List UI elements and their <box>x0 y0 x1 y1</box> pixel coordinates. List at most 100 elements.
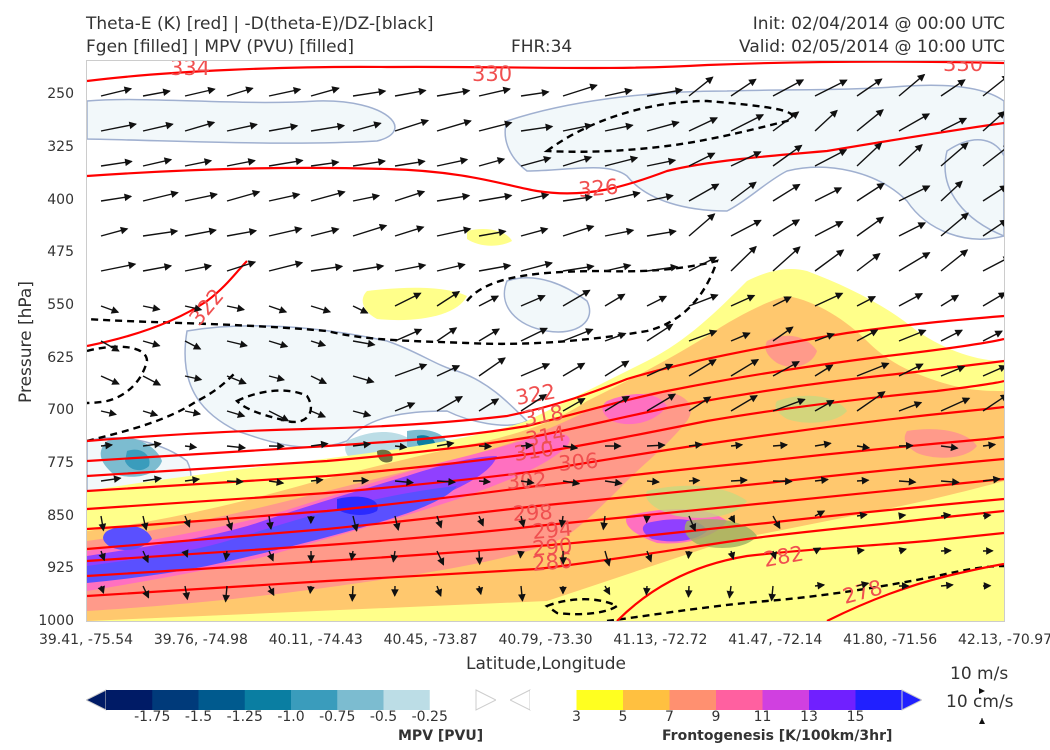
wind-vector-head <box>826 332 835 340</box>
y-tick-label: 925 <box>47 560 74 577</box>
wind-vector-head <box>307 586 315 595</box>
wind-vector-head <box>113 475 122 483</box>
wind-vector-head <box>537 294 546 302</box>
wind-vector-head <box>600 522 608 531</box>
wind-vector-head <box>584 193 593 202</box>
wind-vector-head <box>589 83 598 91</box>
wind-vector-head <box>267 587 275 597</box>
forecast-hour: FHR:34 <box>511 37 573 57</box>
wind-vector-head <box>413 292 422 300</box>
wind-vector-head <box>986 547 994 555</box>
chart-title-line2: Fgen [filled] | MPV (PVU) [filled] <box>86 37 355 57</box>
wind-vector-head <box>708 359 717 367</box>
wind-vector-head <box>446 440 455 448</box>
wind-vector-head <box>585 328 594 336</box>
wind-vector-head <box>950 443 959 452</box>
wind-vector-head <box>181 549 189 558</box>
y-tick-label: 1000 <box>38 613 74 629</box>
x-tick-label: 39.76, -74.98 <box>153 632 248 648</box>
wind-vector-head <box>918 329 927 337</box>
cross-section-plot: 334 330 326 322 318 314 310 306 302 298 294 290 286 2… <box>86 60 1005 622</box>
colorbar-swatch <box>716 690 763 710</box>
wind-vector-head <box>331 159 340 167</box>
mpv-colorbar-title: MPV [PVU] <box>398 728 484 744</box>
colorbar-swatch <box>762 690 810 710</box>
wind-vector-head <box>124 158 133 167</box>
wind-vector-head <box>689 523 697 532</box>
wind-vector-head <box>839 79 848 87</box>
wind-vector-head <box>437 557 445 566</box>
mpv-colorbar-tick: -1.75 <box>134 709 171 725</box>
wind-vector-head <box>154 475 163 484</box>
wind-vector-head <box>824 364 834 372</box>
wind-vector-head <box>363 440 372 449</box>
wind-vector-head <box>206 120 216 128</box>
wind-vector-head <box>992 475 1001 484</box>
wind-vector-head <box>794 144 803 153</box>
wind-vector-head <box>755 114 765 122</box>
mpv-colorbar-tick: -0.25 <box>411 709 448 725</box>
wind-vector-head <box>626 227 635 236</box>
wind-vector-head <box>434 588 443 597</box>
wind-vector-head <box>945 581 954 590</box>
wind-vector-head <box>307 555 315 563</box>
wind-vector-head <box>727 551 736 560</box>
wind-vector-head <box>950 294 960 303</box>
wind-vector <box>982 148 1004 167</box>
wind-vector-head <box>812 547 822 555</box>
wind-vector-head <box>748 78 757 87</box>
theta-e-label: 302 <box>506 468 547 494</box>
wind-vector-head <box>838 149 848 157</box>
wind-vector-head <box>448 477 457 486</box>
colorbar-swatch <box>623 690 670 710</box>
x-tick-label: 40.45, -73.87 <box>383 632 478 648</box>
wind-vectors <box>97 73 1004 603</box>
wind-vector-head <box>248 228 258 236</box>
wind-vector-head <box>105 441 114 450</box>
wind-vector-head <box>671 120 680 128</box>
wind-vector-head <box>577 398 586 406</box>
wind-vector-head <box>539 327 548 335</box>
wind-vector-head <box>128 261 137 270</box>
wind-vector-head <box>875 216 885 225</box>
fgen-colorbar-tick: 13 <box>800 709 818 725</box>
y-tick-label: 775 <box>47 454 74 471</box>
wind-vector-head <box>823 440 832 449</box>
wind-vector-head <box>393 522 401 531</box>
wind-vector-head <box>209 191 218 200</box>
wind-vector-head <box>816 510 826 518</box>
wind-vector-head <box>399 442 408 451</box>
wind-vector-head <box>665 323 674 332</box>
wind-vector-head <box>710 293 719 301</box>
wind-vector-head <box>872 253 881 261</box>
x-tick-label: 41.13, -72.72 <box>613 632 708 648</box>
wind-vector-head <box>462 192 471 201</box>
wind-vector-head <box>999 219 1004 227</box>
colorbar-swatch <box>198 690 246 710</box>
wind-vector-head <box>643 587 651 596</box>
wind-vector-head <box>149 409 159 418</box>
theta-e-label: 306 <box>557 449 599 476</box>
theta-e-label: 334 <box>170 61 210 80</box>
wind-vector-head <box>153 440 162 449</box>
wind-vector-head <box>702 396 712 404</box>
wind-vector-head <box>998 365 1004 373</box>
wind-vector-head <box>123 86 133 94</box>
wind-vector-head <box>791 361 800 369</box>
wind-vector-head <box>267 553 275 562</box>
wind-vector-head <box>657 441 666 450</box>
wind-vector-head <box>917 222 927 230</box>
colorbar-swatch <box>429 690 477 710</box>
wind-vector-head <box>315 476 324 485</box>
wind-vector-head <box>163 263 173 271</box>
wind-vector-head <box>749 395 758 403</box>
wind-vector-head <box>898 512 907 520</box>
wind-vector-head <box>152 378 162 386</box>
wind-vector-head <box>861 476 870 485</box>
x-tick-label: 39.41, -75.54 <box>38 632 134 648</box>
wind-vector-head <box>192 476 201 484</box>
mpv-colorbar-tick: -0.5 <box>369 709 398 725</box>
wind-vector-head <box>914 293 924 301</box>
y-tick-label: 250 <box>47 86 74 103</box>
wind-vector-head <box>820 476 829 485</box>
